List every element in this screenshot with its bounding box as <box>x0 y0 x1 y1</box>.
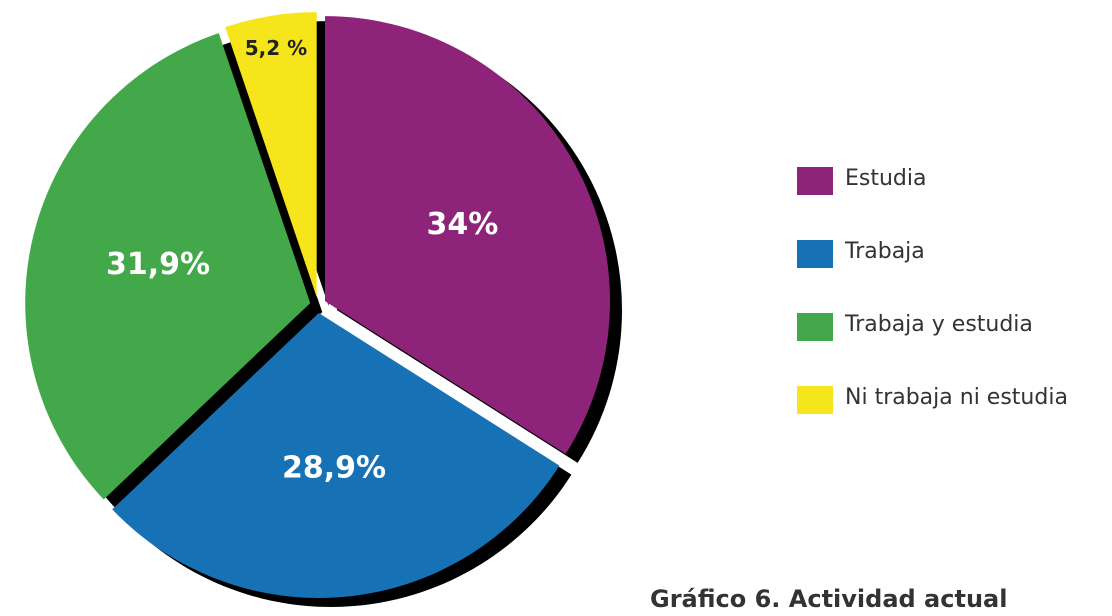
value-label: 31,9% <box>106 247 210 282</box>
legend-label: Ni trabaja ni estudia <box>845 385 1068 410</box>
value-label: 28,9% <box>282 450 386 485</box>
legend-swatch <box>797 313 833 341</box>
legend-swatch <box>797 167 833 195</box>
legend-label: Trabaja <box>844 239 925 264</box>
legend-label: Trabaja y estudia <box>844 312 1033 337</box>
legend-swatch <box>797 386 833 414</box>
slices <box>25 12 611 598</box>
legend-swatch <box>797 240 833 268</box>
legend-label: Estudia <box>845 166 927 191</box>
value-label: 5,2 % <box>245 36 307 60</box>
slice <box>225 12 317 298</box>
slice <box>25 33 311 500</box>
slice <box>112 312 560 598</box>
slice <box>325 16 611 454</box>
chart-title: Gráfico 6. Actividad actual <box>650 585 1007 613</box>
value-label: 34% <box>426 207 498 242</box>
